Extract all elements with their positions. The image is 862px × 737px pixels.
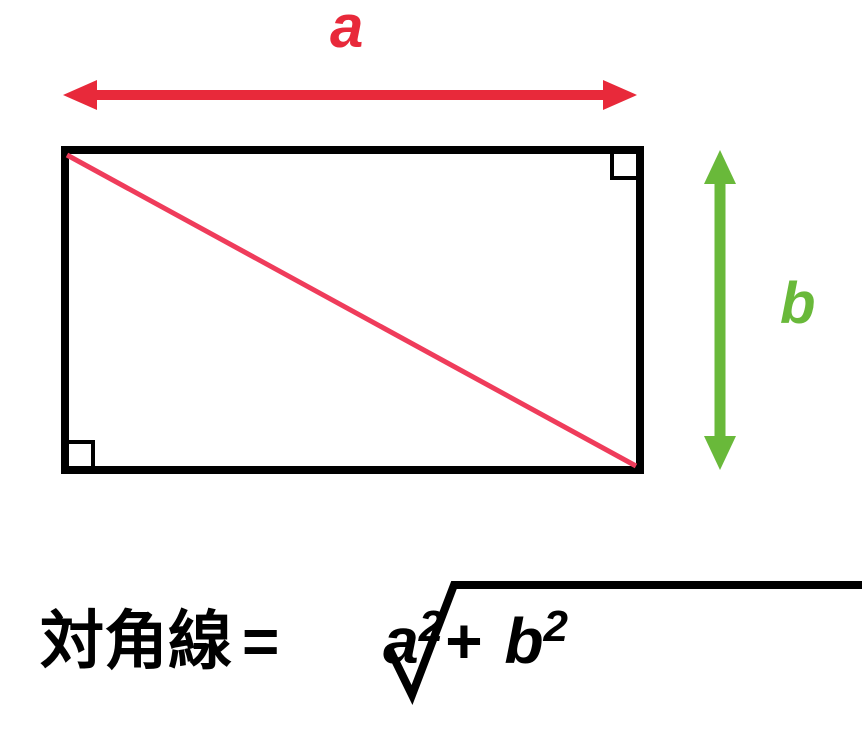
formula-radicand: a2+ b2 <box>365 605 568 677</box>
label-b: b <box>780 270 815 337</box>
formula-prefix: 対角線 <box>40 605 232 677</box>
formula-a-exp: 2 <box>419 602 443 651</box>
arrow-b-head-bottom <box>704 436 736 470</box>
arrow-a-head-right <box>603 80 637 110</box>
arrow-b-head-top <box>704 150 736 184</box>
formula-a: a <box>383 605 419 677</box>
formula: 対角線= a2+ b2 <box>40 590 568 682</box>
formula-b-exp: 2 <box>543 602 567 651</box>
label-a: a <box>330 0 363 61</box>
arrow-a-head-left <box>63 80 97 110</box>
formula-equals: = <box>242 605 279 677</box>
right-angle-marker-tr <box>612 154 636 178</box>
diagonal-line <box>67 155 636 466</box>
right-angle-marker-bl <box>69 442 93 466</box>
formula-plus: + <box>445 605 482 677</box>
formula-b: b <box>504 605 543 677</box>
